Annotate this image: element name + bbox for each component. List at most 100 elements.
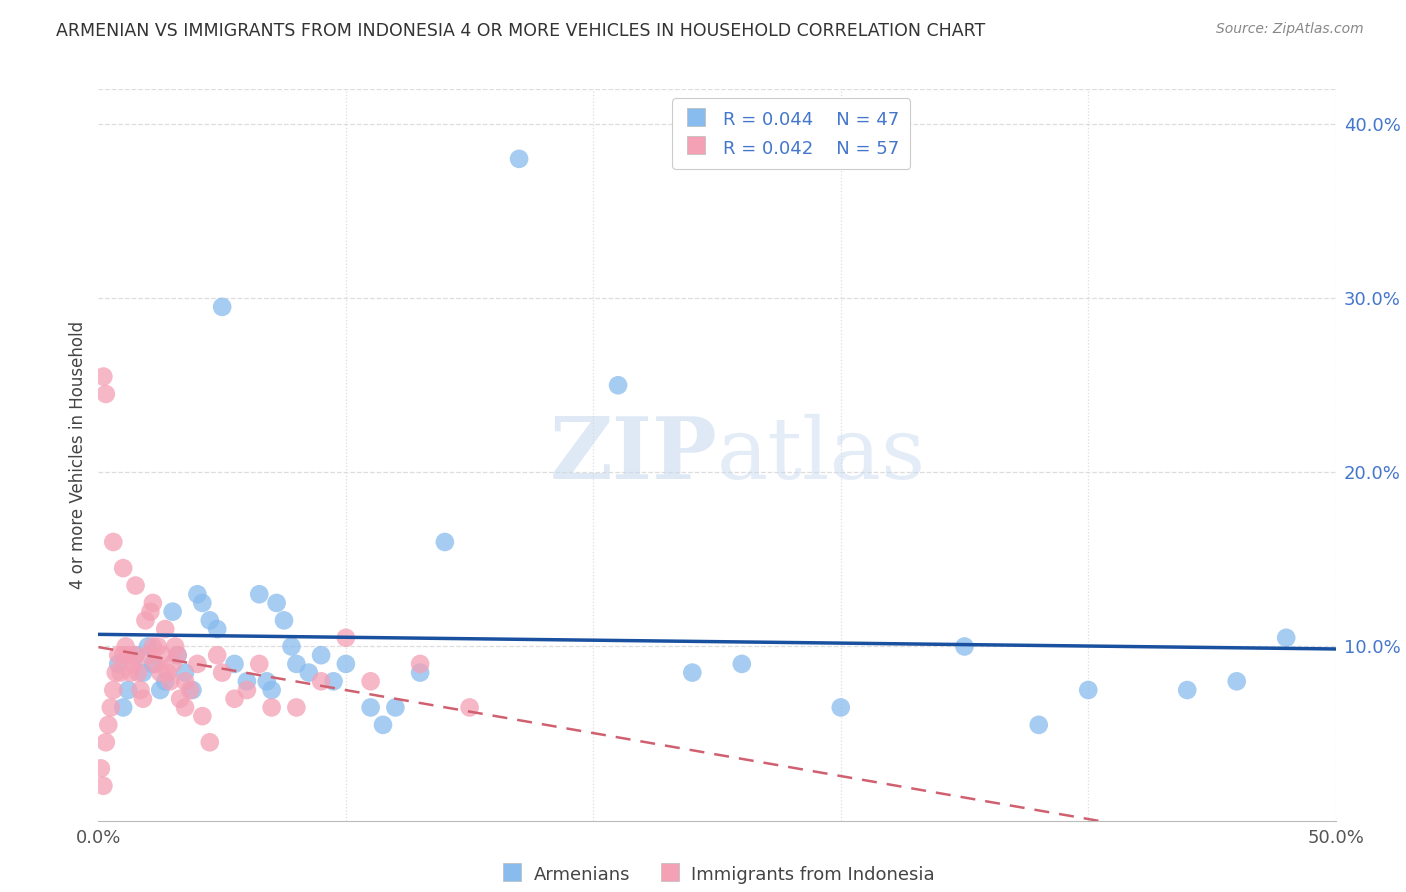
Point <box>1226 674 1249 689</box>
Point <box>132 691 155 706</box>
Text: ARMENIAN VS IMMIGRANTS FROM INDONESIA 4 OR MORE VEHICLES IN HOUSEHOLD CORRELATIO: ARMENIAN VS IMMIGRANTS FROM INDONESIA 4 … <box>56 22 986 40</box>
Point <box>155 622 177 636</box>
Point <box>110 665 132 680</box>
Point <box>1028 718 1050 732</box>
Point <box>162 657 184 671</box>
Point <box>371 718 394 732</box>
Point <box>117 648 139 663</box>
Point <box>433 535 456 549</box>
Point <box>122 657 145 671</box>
Point <box>152 648 174 663</box>
Point <box>124 578 146 592</box>
Point <box>174 674 197 689</box>
Point <box>236 683 259 698</box>
Point <box>165 640 187 654</box>
Point <box>309 674 332 689</box>
Point <box>94 735 117 749</box>
Point <box>191 596 214 610</box>
Point <box>94 387 117 401</box>
Point <box>1275 631 1298 645</box>
Point <box>830 700 852 714</box>
Point <box>162 605 184 619</box>
Point <box>174 700 197 714</box>
Point <box>107 657 129 671</box>
Point <box>166 648 188 663</box>
Point <box>97 718 120 732</box>
Point <box>205 622 228 636</box>
Point <box>186 587 208 601</box>
Point <box>256 674 278 689</box>
Point <box>224 691 246 706</box>
Text: atlas: atlas <box>717 413 927 497</box>
Point <box>260 683 283 698</box>
Point <box>285 657 308 671</box>
Point <box>156 665 179 680</box>
Point <box>169 691 191 706</box>
Point <box>681 665 703 680</box>
Point <box>166 648 188 663</box>
Point <box>155 674 177 689</box>
Point <box>124 648 146 663</box>
Point <box>266 596 288 610</box>
Point <box>134 613 156 627</box>
Point <box>236 674 259 689</box>
Point <box>107 648 129 663</box>
Point <box>335 631 357 645</box>
Point <box>1175 683 1198 698</box>
Point <box>100 700 122 714</box>
Point <box>112 561 135 575</box>
Point <box>205 648 228 663</box>
Text: ZIP: ZIP <box>550 413 717 497</box>
Point <box>142 640 165 654</box>
Point <box>112 648 135 663</box>
Point <box>247 587 270 601</box>
Point <box>136 640 159 654</box>
Legend: Armenians, Immigrants from Indonesia: Armenians, Immigrants from Indonesia <box>492 857 942 892</box>
Point <box>142 596 165 610</box>
Point <box>191 709 214 723</box>
Point <box>335 657 357 671</box>
Point <box>953 640 976 654</box>
Point <box>114 640 136 654</box>
Point <box>117 683 139 698</box>
Point <box>132 665 155 680</box>
Point <box>409 665 432 680</box>
Point <box>127 665 149 680</box>
Point <box>174 665 197 680</box>
Text: Source: ZipAtlas.com: Source: ZipAtlas.com <box>1216 22 1364 37</box>
Point <box>508 152 530 166</box>
Point <box>458 700 481 714</box>
Point <box>731 657 754 671</box>
Point <box>129 683 152 698</box>
Point <box>186 657 208 671</box>
Point <box>260 700 283 714</box>
Point <box>360 674 382 689</box>
Point <box>104 665 127 680</box>
Point <box>273 613 295 627</box>
Point <box>409 657 432 671</box>
Point <box>103 535 125 549</box>
Point <box>136 648 159 663</box>
Point <box>360 700 382 714</box>
Point <box>93 779 115 793</box>
Point <box>142 657 165 671</box>
Point <box>112 700 135 714</box>
Point <box>247 657 270 671</box>
Point <box>120 665 142 680</box>
Point <box>198 735 221 749</box>
Point <box>124 648 146 663</box>
Point <box>1077 683 1099 698</box>
Point <box>143 657 166 671</box>
Point <box>181 683 204 698</box>
Point <box>103 683 125 698</box>
Point <box>224 657 246 671</box>
Y-axis label: 4 or more Vehicles in Household: 4 or more Vehicles in Household <box>69 321 87 589</box>
Point <box>309 648 332 663</box>
Point <box>139 605 162 619</box>
Point <box>93 369 115 384</box>
Point <box>90 761 112 775</box>
Point <box>211 665 233 680</box>
Point <box>607 378 630 392</box>
Point <box>384 700 406 714</box>
Point <box>146 640 169 654</box>
